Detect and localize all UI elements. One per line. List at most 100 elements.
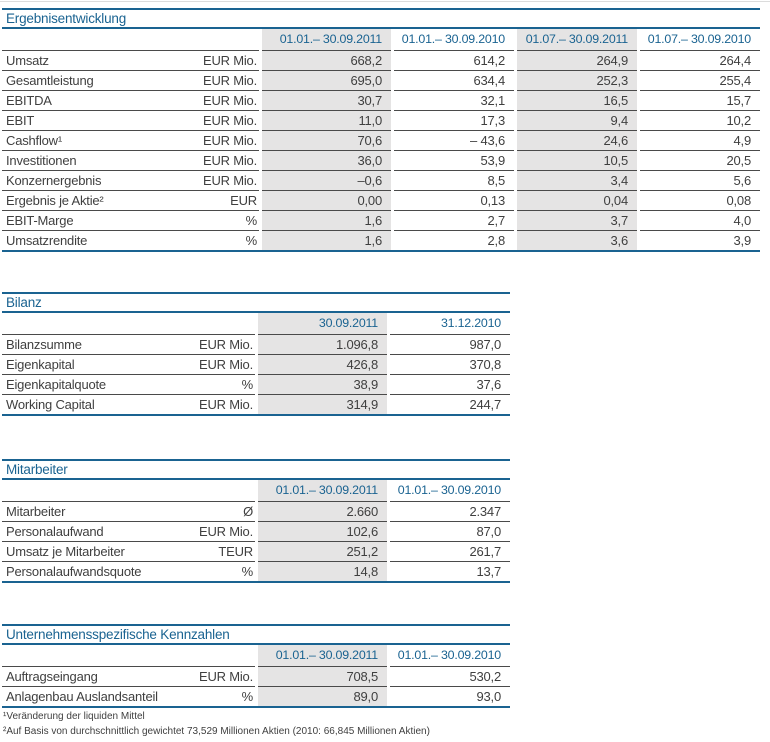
row-unit: Ø xyxy=(243,504,253,519)
column-header: 01.07.– 30.09.2011 xyxy=(517,29,637,51)
column-header: 01.01.– 30.09.2011 xyxy=(262,29,391,51)
row-label: Auftragseingang xyxy=(6,669,98,684)
table-row-label-cell: Anlagenbau Auslandsanteil% xyxy=(2,687,255,706)
table-row-label-cell: Konzernergebnis EUR Mio. xyxy=(2,171,259,191)
row-unit: EUR Mio. xyxy=(202,113,257,128)
row-label: Eigenkapitalquote xyxy=(6,377,106,392)
row-label: Eigenkapital xyxy=(6,357,75,372)
value-cell: – 43,6 xyxy=(394,131,514,151)
value-cell: 4,9 xyxy=(640,131,760,151)
table-title: Unternehmensspezifische Kennzahlen xyxy=(2,624,510,645)
row-unit: EUR Mio. xyxy=(198,524,253,539)
table-row-label-cell: Cashflow¹ EUR Mio. xyxy=(2,131,259,151)
footnotes: ¹Veränderung der liquiden Mittel ²Auf Ba… xyxy=(3,710,430,739)
value-cell: 36,0 xyxy=(262,151,391,171)
value-cell: 11,0 xyxy=(262,111,391,131)
table-bottom-rule xyxy=(2,706,510,708)
row-label: Umsatz je Mitarbeiter xyxy=(6,544,125,559)
value-cell: 20,5 xyxy=(640,151,760,171)
table-unternehmensspezifische-kennzahlen: Unternehmensspezifische Kennzahlen 01.01… xyxy=(2,624,510,708)
row-label: Mitarbeiter xyxy=(6,504,66,519)
row-unit: TEUR xyxy=(218,544,253,559)
table-title: Mitarbeiter xyxy=(2,459,510,480)
value-cell: 102,6 xyxy=(258,522,387,542)
table-row-label-cell: Umsatz je Mitarbeiter TEUR xyxy=(2,542,255,562)
row-unit: % xyxy=(241,689,254,704)
column-header-spacer xyxy=(2,480,255,502)
value-cell: 1,6 xyxy=(262,211,391,231)
row-label: EBITDA xyxy=(6,93,52,108)
row-unit: EUR Mio. xyxy=(202,93,257,108)
value-cell: 9,4 xyxy=(517,111,637,131)
value-cell: 261,7 xyxy=(390,542,510,562)
value-cell: 13,7 xyxy=(476,564,501,579)
value-cell: 70,6 xyxy=(262,131,391,151)
value-cell: 3,4 xyxy=(517,171,637,191)
value-cell: 264,4 xyxy=(640,51,760,71)
row-unit: EUR Mio. xyxy=(202,173,257,188)
value-cell: 1.096,8 xyxy=(258,335,387,355)
value-cell: 708,5 xyxy=(258,667,387,687)
table-bottom-rule xyxy=(2,414,510,416)
footnote-1: ¹Veränderung der liquiden Mittel xyxy=(3,711,145,722)
column-header-spacer xyxy=(2,313,255,335)
table-row-label-cell: Eigenkapitalquote% xyxy=(2,375,255,395)
value-cell: 3,9 xyxy=(733,233,752,248)
row-label: Konzernergebnis xyxy=(6,173,102,188)
row-label: Gesamtleistung xyxy=(6,73,94,88)
table-row-label-cell: Investitionen EUR Mio. xyxy=(2,151,259,171)
row-label: Umsatzrendite xyxy=(6,233,88,248)
table-title: Ergebnisentwicklung xyxy=(2,8,760,29)
row-label: Working Capital xyxy=(6,397,95,412)
table-row-label-cell: Umsatz EUR Mio. xyxy=(2,51,259,71)
table-row-label-cell: Mitarbeiter Ø xyxy=(2,502,255,522)
table-title: Bilanz xyxy=(2,292,510,313)
value-cell: 53,9 xyxy=(394,151,514,171)
table-grid: 01.01.– 30.09.2011 01.01.– 30.09.2010 Auft… xyxy=(2,645,510,706)
value-cell: 17,3 xyxy=(394,111,514,131)
table-bilanz: Bilanz 30.09.2011 31.12.2010 Bilanzsumme EU… xyxy=(2,292,510,416)
value-cell: 37,6 xyxy=(390,375,510,395)
column-header: 01.07.– 30.09.2010 xyxy=(640,29,760,51)
row-unit: EUR Mio. xyxy=(202,133,257,148)
value-cell: 16,5 xyxy=(517,91,637,111)
value-cell: 668,2 xyxy=(262,51,391,71)
value-cell: 0,00 xyxy=(262,191,391,211)
column-header-spacer xyxy=(2,29,259,51)
value-cell: 89,0 xyxy=(258,687,387,706)
value-cell: 10,5 xyxy=(517,151,637,171)
table-bottom-rule xyxy=(2,250,760,252)
value-cell: –0,6 xyxy=(262,171,391,191)
value-cell: 30,7 xyxy=(262,91,391,111)
value-cell: 2,7 xyxy=(394,211,514,231)
table-mitarbeiter: Mitarbeiter 01.01.– 30.09.2011 01.01.– 30… xyxy=(2,459,510,583)
value-cell: 32,1 xyxy=(394,91,514,111)
table-ergebnisentwicklung: Ergebnisentwicklung 01.01.– 30.09.2011 01… xyxy=(2,8,760,252)
value-cell: 244,7 xyxy=(469,397,501,412)
row-label: EBIT-Marge xyxy=(6,213,74,228)
table-row-label-cell: EBIT EUR Mio. xyxy=(2,111,259,131)
row-unit: EUR Mio. xyxy=(198,357,253,372)
row-unit: EUR Mio. xyxy=(202,153,257,168)
column-header: 01.01.– 30.09.2011 xyxy=(258,645,387,667)
row-unit: EUR Mio. xyxy=(198,397,253,412)
table-row-label-cell: EBIT-Marge% xyxy=(2,211,259,231)
value-cell: 370,8 xyxy=(390,355,510,375)
value-cell: 93,0 xyxy=(476,689,501,704)
table-grid: 01.01.– 30.09.2011 01.01.– 30.09.2010 Mita… xyxy=(2,480,510,581)
value-cell: 252,3 xyxy=(517,71,637,91)
row-label: Personalaufwand xyxy=(6,524,104,539)
value-cell: 426,8 xyxy=(258,355,387,375)
column-header: 01.01.– 30.09.2011 xyxy=(258,480,387,502)
table-row-label-cell: Umsatzrendite% xyxy=(2,231,259,250)
value-cell: 264,9 xyxy=(517,51,637,71)
value-cell: 614,2 xyxy=(394,51,514,71)
row-label: Umsatz xyxy=(6,53,49,68)
table-row-label-cell: Eigenkapital EUR Mio. xyxy=(2,355,255,375)
value-cell: 251,2 xyxy=(258,542,387,562)
value-cell: 4,0 xyxy=(640,211,760,231)
row-unit: EUR Mio. xyxy=(198,337,253,352)
value-cell: 14,8 xyxy=(258,562,387,581)
row-label: Investitionen xyxy=(6,153,77,168)
